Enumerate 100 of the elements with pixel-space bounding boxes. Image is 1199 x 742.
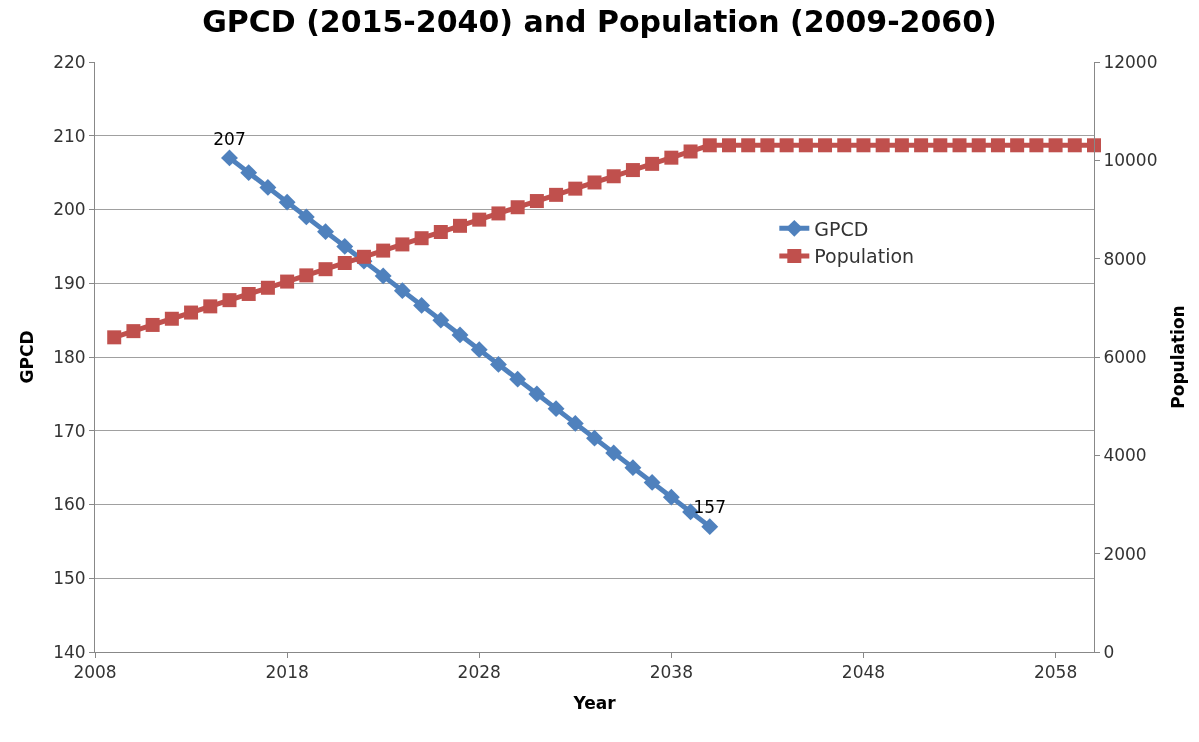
y-tick-label: 200: [53, 199, 86, 220]
y2-tick-label: 4000: [1103, 445, 1147, 466]
point: [451, 326, 469, 344]
point: [145, 317, 160, 332]
y-tick-label: 160: [53, 494, 86, 515]
point: [587, 175, 602, 190]
point: [393, 282, 411, 300]
y-tick-label: 220: [53, 51, 86, 72]
y2-tick-label: 12000: [1103, 51, 1158, 72]
point: [510, 200, 525, 215]
data-label: 157: [693, 497, 726, 518]
chart-title: GPCD (2015-2040) and Population (2009-2060): [202, 4, 997, 40]
point: [990, 138, 1005, 153]
point: [529, 194, 544, 209]
y2-tick-label: 0: [1103, 641, 1115, 662]
point: [586, 429, 603, 447]
point: [260, 280, 275, 295]
point: [568, 181, 583, 196]
point: [240, 164, 258, 182]
point: [549, 187, 564, 202]
point: [741, 138, 756, 153]
y2-tick-label: 10000: [1103, 150, 1158, 171]
x-tick-label: 2048: [841, 662, 886, 683]
point: [470, 341, 488, 359]
point: [241, 286, 256, 301]
y-tick-label: 170: [53, 420, 86, 441]
point: [1067, 138, 1082, 153]
x-tick-label: 2058: [1033, 662, 1078, 683]
legend-label: Population: [814, 245, 915, 268]
point: [280, 274, 295, 289]
point: [318, 262, 333, 277]
point: [374, 267, 392, 285]
point: [933, 138, 948, 153]
point: [662, 488, 680, 506]
x-axis-title: Year: [572, 692, 617, 713]
y2-tick-label: 8000: [1103, 248, 1147, 269]
y2-tick-label: 2000: [1103, 543, 1147, 564]
point: [606, 169, 621, 184]
point: [701, 518, 719, 536]
point: [1087, 138, 1101, 153]
point: [702, 138, 717, 153]
point: [952, 138, 967, 153]
x-tick-label: 2008: [73, 662, 117, 683]
point: [605, 444, 623, 462]
point: [337, 255, 352, 270]
point: [837, 138, 852, 153]
y-axis-title: GPCD: [16, 330, 37, 384]
point: [547, 400, 565, 418]
y-tick-label: 180: [53, 346, 86, 367]
y-tick-label: 210: [53, 125, 86, 146]
point: [625, 163, 640, 178]
point: [107, 330, 122, 345]
point: [643, 473, 661, 491]
y-tick-label: 140: [53, 641, 86, 662]
point: [203, 299, 218, 314]
point: [336, 237, 354, 255]
point: [259, 178, 277, 196]
point: [221, 149, 238, 167]
point: [433, 225, 448, 240]
x-tick-label: 2018: [265, 662, 309, 683]
x-tick-label: 2028: [457, 662, 501, 683]
point: [683, 144, 698, 159]
point: [489, 355, 507, 373]
point: [164, 311, 179, 326]
y-tick-label: 150: [53, 568, 86, 589]
point: [126, 324, 141, 339]
point: [1048, 138, 1063, 153]
legend-label: GPCD: [814, 217, 869, 240]
point: [299, 268, 314, 283]
point: [453, 218, 468, 233]
point: [971, 138, 986, 153]
point: [818, 138, 833, 153]
point: [297, 208, 315, 226]
point: [760, 138, 775, 153]
point: [645, 156, 660, 171]
point: [1029, 138, 1044, 153]
point: [528, 385, 546, 403]
point: [491, 206, 506, 221]
point: [317, 223, 334, 241]
point: [856, 138, 871, 153]
data-label: 207: [213, 128, 246, 149]
point: [798, 138, 813, 153]
point: [376, 243, 391, 258]
point: [414, 231, 429, 246]
point: [721, 138, 736, 153]
x-tick-label: 2038: [649, 662, 693, 683]
point: [184, 305, 199, 320]
point: [472, 212, 487, 227]
point: [413, 296, 431, 314]
point: [509, 370, 527, 388]
point: [222, 293, 237, 308]
point: [356, 249, 371, 264]
point: [1010, 138, 1025, 153]
y-tick-label: 190: [53, 273, 86, 294]
point: [894, 138, 909, 153]
y2-tick-label: 6000: [1103, 346, 1147, 367]
point: [875, 138, 890, 153]
point: [566, 414, 584, 432]
point: [395, 237, 410, 252]
point: [914, 138, 929, 153]
